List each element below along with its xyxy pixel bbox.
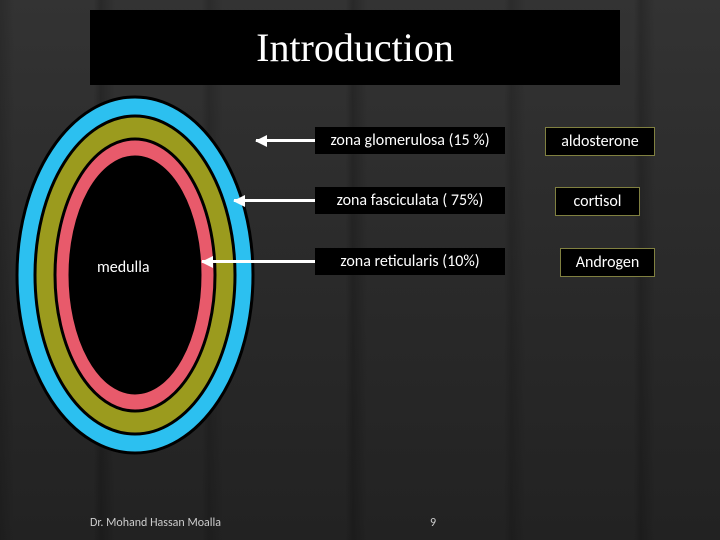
title-box: Introduction xyxy=(90,10,620,85)
arrow-glomerulosa xyxy=(256,139,315,142)
hormone-aldosterone-text: aldosterone xyxy=(561,132,639,151)
hormone-androgen-text: Androgen xyxy=(576,253,640,272)
page-title: Introduction xyxy=(256,24,454,71)
label-glomerulosa: zona glomerulosa (15 %) xyxy=(315,127,505,154)
hormone-aldosterone: aldosterone xyxy=(545,127,655,156)
label-fasciculata-text: zona fasciculata ( 75%) xyxy=(337,191,484,210)
hormone-androgen: Androgen xyxy=(560,248,655,277)
hormone-cortisol: cortisol xyxy=(555,187,640,216)
label-reticularis: zona reticularis (10%) xyxy=(315,248,505,275)
label-reticularis-text: zona reticularis (10%) xyxy=(340,252,479,271)
arrow-reticularis xyxy=(202,260,315,263)
label-fasciculata: zona fasciculata ( 75%) xyxy=(315,187,505,214)
hormone-cortisol-text: cortisol xyxy=(574,192,622,211)
footer-author: Dr. Mohand Hassan Moalla xyxy=(90,516,221,530)
label-glomerulosa-text: zona glomerulosa (15 %) xyxy=(330,131,489,150)
footer-slide-number: 9 xyxy=(430,516,436,530)
arrow-fasciculata xyxy=(234,199,315,202)
label-medulla: medulla xyxy=(97,258,150,277)
